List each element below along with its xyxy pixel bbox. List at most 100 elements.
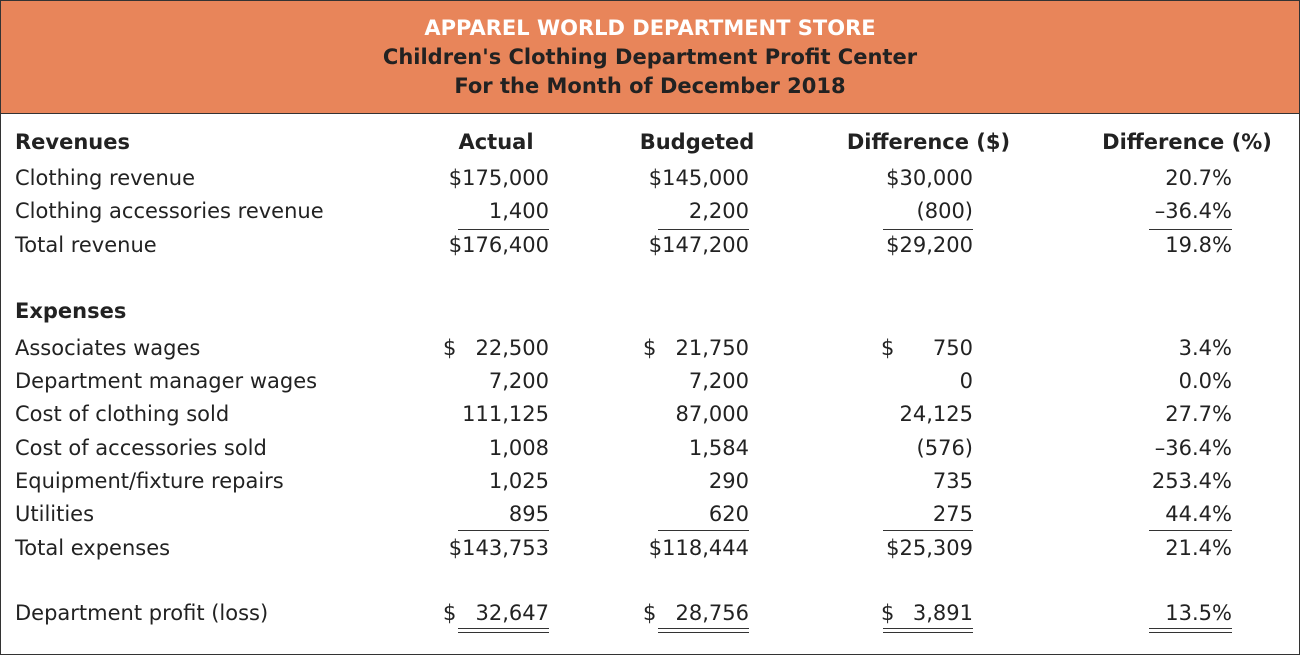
cell-value: 3.4% xyxy=(1131,333,1232,363)
value-text: 1,584 xyxy=(688,436,749,460)
cell-value: 2,200 xyxy=(641,196,749,226)
cell-value: $175,000 xyxy=(441,163,549,193)
value-text: 20.7% xyxy=(1165,166,1232,190)
value-text: 19.8% xyxy=(1165,233,1232,257)
cell-value: 7,200 xyxy=(441,366,549,396)
value-text: 3.4% xyxy=(1178,336,1232,360)
table-row: Utilities 895 620 275 44.4% xyxy=(1,499,1299,529)
single-underline xyxy=(458,229,549,230)
value-text: 253.4% xyxy=(1151,469,1232,493)
value-text: 1,008 xyxy=(488,436,549,460)
cell-value: $32,647 xyxy=(441,598,549,628)
value-text: (576) xyxy=(916,436,973,460)
value-text: 21.4% xyxy=(1165,536,1232,560)
value-text: 895 xyxy=(508,502,549,526)
value-text: $176,400 xyxy=(448,233,549,257)
cell-value: $750 xyxy=(879,333,973,363)
cell-value: $143,753 xyxy=(441,533,549,563)
report-period: For the Month of December 2018 xyxy=(454,74,846,98)
report-title: APPAREL WORLD DEPARTMENT STORE xyxy=(424,16,876,40)
cell-value: (800) xyxy=(879,196,973,226)
value-text: 13.5% xyxy=(1165,601,1232,625)
cell-value: 111,125 xyxy=(441,399,549,429)
single-underline xyxy=(1149,530,1232,531)
cell-value: $30,000 xyxy=(879,163,973,193)
cell-value: 620 xyxy=(641,499,749,529)
cell-value: –36.4% xyxy=(1131,433,1232,463)
cell-value: $145,000 xyxy=(641,163,749,193)
cell-value: –36.4% xyxy=(1131,196,1232,226)
value-text: 750 xyxy=(932,336,973,360)
cell-value: 1,400 xyxy=(441,196,549,226)
row-label: Associates wages xyxy=(15,336,201,360)
single-underline xyxy=(883,229,973,230)
single-underline xyxy=(883,530,973,531)
value-text: 620 xyxy=(708,502,749,526)
value-text: 22,500 xyxy=(475,336,549,360)
row-label: Cost of accessories sold xyxy=(15,436,267,460)
cell-value: $176,400 xyxy=(441,230,549,260)
row-label: Department profit (loss) xyxy=(15,601,269,625)
column-header: Actual xyxy=(458,130,534,154)
value-text: 28,756 xyxy=(675,601,749,625)
cell-value: 0 xyxy=(879,366,973,396)
value-text: 0 xyxy=(959,369,973,393)
dollar-sign: $ xyxy=(643,601,657,625)
value-text: 32,647 xyxy=(475,601,549,625)
cell-value: $21,750 xyxy=(641,333,749,363)
value-text: 7,200 xyxy=(688,369,749,393)
cell-value: 0.0% xyxy=(1131,366,1232,396)
table-row: Associates wages $22,500 $21,750 $750 3.4% xyxy=(1,333,1299,363)
cell-value: $3,891 xyxy=(879,598,973,628)
cell-value: (576) xyxy=(879,433,973,463)
column-header: Difference (%) xyxy=(1102,130,1272,154)
cell-value: 20.7% xyxy=(1131,163,1232,193)
single-underline xyxy=(658,530,749,531)
value-text: –36.4% xyxy=(1154,436,1232,460)
value-text: 2,200 xyxy=(688,199,749,223)
value-text: $25,309 xyxy=(886,536,973,560)
cell-value: 44.4% xyxy=(1131,499,1232,529)
column-header: Difference ($) xyxy=(846,130,1011,154)
row-label: Cost of clothing sold xyxy=(15,402,230,426)
value-text: 111,125 xyxy=(462,402,549,426)
cell-value: 735 xyxy=(879,466,973,496)
dollar-sign: $ xyxy=(881,601,895,625)
cell-value: 7,200 xyxy=(641,366,749,396)
cell-value: 275 xyxy=(879,499,973,529)
value-text: $147,200 xyxy=(648,233,749,257)
table-row: Department manager wages 7,200 7,200 0 0.0% xyxy=(1,366,1299,396)
value-text: (800) xyxy=(916,199,973,223)
cell-value: 87,000 xyxy=(641,399,749,429)
value-text: 275 xyxy=(932,502,973,526)
cell-value: $25,309 xyxy=(879,533,973,563)
value-text: 0.0% xyxy=(1178,369,1232,393)
cell-value: $147,200 xyxy=(641,230,749,260)
dollar-sign: $ xyxy=(643,336,657,360)
cell-value: 13.5% xyxy=(1131,598,1232,628)
value-text: 44.4% xyxy=(1165,502,1232,526)
value-text: 1,400 xyxy=(488,199,549,223)
dollar-sign: $ xyxy=(443,336,457,360)
value-text: –36.4% xyxy=(1154,199,1232,223)
table-row: Cost of clothing sold 111,125 87,000 24,125… xyxy=(1,399,1299,429)
row-label: Clothing revenue xyxy=(15,166,196,190)
cell-value: 24,125 xyxy=(879,399,973,429)
cell-value: 253.4% xyxy=(1131,466,1232,496)
value-text: 1,025 xyxy=(488,469,549,493)
row-label: Clothing accessories revenue xyxy=(15,199,324,223)
column-header: Budgeted xyxy=(639,130,755,154)
cell-value: 21.4% xyxy=(1131,533,1232,563)
table-row: Clothing revenue $175,000 $145,000 $30,000 2… xyxy=(1,163,1299,193)
report-header: APPAREL WORLD DEPARTMENT STORE Children'… xyxy=(1,1,1299,114)
cell-value: 895 xyxy=(441,499,549,529)
row-label: Department manager wages xyxy=(15,369,318,393)
table-row: Cost of accessories sold 1,008 1,584 (576) –… xyxy=(1,433,1299,463)
value-text: $29,200 xyxy=(886,233,973,257)
table-row: Total revenue $176,400 $147,200 $29,200 19.8… xyxy=(1,230,1299,260)
value-text: 3,891 xyxy=(912,601,973,625)
value-text: $145,000 xyxy=(648,166,749,190)
double-underline xyxy=(1149,628,1232,633)
value-text: $175,000 xyxy=(448,166,549,190)
